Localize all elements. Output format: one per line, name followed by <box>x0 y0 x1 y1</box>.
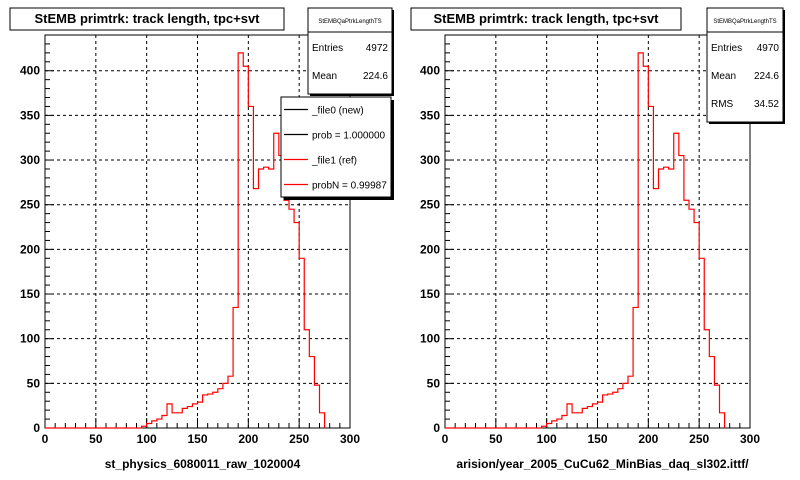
stats-name: StEMBQaPtrkLengthTS <box>713 19 776 25</box>
x-tick-label: 50 <box>89 432 103 446</box>
stats-label: Mean <box>312 71 337 82</box>
stats-value: 4970 <box>757 43 780 54</box>
stats-label: Entries <box>312 43 343 54</box>
stats-box <box>706 7 784 123</box>
x-tick-label: 150 <box>187 432 207 446</box>
y-tick-label: 250 <box>420 198 440 212</box>
left-histogram-panel: 0 50 100 150 200 250 300 0 50 100 150 200 250 300 350 4… <box>9 7 394 471</box>
x-tick-label: 250 <box>689 432 709 446</box>
y-tick-label: 200 <box>20 242 40 256</box>
right-histogram-panel: 0 50 100 150 200 250 300 0 50 100 150 200 250 300 350 4… <box>410 7 785 471</box>
y-tick-label: 350 <box>420 108 440 122</box>
y-tick-label: 0 <box>33 421 40 435</box>
x-tick-label: 100 <box>137 432 157 446</box>
x-tick-label: 0 <box>442 432 449 446</box>
x-tick-label: 150 <box>587 432 607 446</box>
legend-entry-label: _file0 (new) <box>311 106 364 117</box>
x-tick-label: 300 <box>740 432 760 446</box>
y-tick-label: 400 <box>20 64 40 78</box>
legend-entry-label: prob = 1.000000 <box>312 131 386 142</box>
y-tick-label: 350 <box>20 108 40 122</box>
y-tick-label: 100 <box>420 332 440 346</box>
x-tick-label: 50 <box>489 432 503 446</box>
y-tick-label: 300 <box>20 153 40 167</box>
x-tick-label: 0 <box>42 432 49 446</box>
legend-box <box>280 96 392 198</box>
y-tick-label: 250 <box>20 198 40 212</box>
plot-frame <box>44 34 351 429</box>
stats-box <box>307 7 393 95</box>
x-tick-label: 300 <box>340 432 360 446</box>
stats-label: Entries <box>711 43 742 54</box>
y-tick-label: 200 <box>420 242 440 256</box>
title-box <box>410 7 682 31</box>
title-box <box>9 7 285 31</box>
legend-entry-label: _file1 (ref) <box>311 156 357 167</box>
stats-label: Mean <box>711 71 736 82</box>
x-axis-label: arision/year_2005_CuCu62_MinBias_daq_sl3… <box>456 457 749 471</box>
stats-value: 224.6 <box>754 71 779 82</box>
stats-value: 34.52 <box>754 99 779 110</box>
stats-value: 4972 <box>366 43 389 54</box>
y-tick-label: 300 <box>420 153 440 167</box>
y-tick-label: 150 <box>420 287 440 301</box>
histogram-series-line <box>445 52 726 429</box>
y-tick-label: 100 <box>20 332 40 346</box>
stats-value: 224.6 <box>363 71 388 82</box>
x-axis-label: st_physics_6080011_raw_1020004 <box>105 457 301 471</box>
legend-entry-label: probN = 0.99987 <box>312 181 387 192</box>
y-tick-label: 50 <box>427 376 441 390</box>
y-tick-label: 50 <box>27 376 41 390</box>
plot-frame <box>444 34 751 429</box>
x-tick-label: 100 <box>537 432 557 446</box>
histogram-series-line <box>45 52 326 429</box>
y-tick-label: 400 <box>420 64 440 78</box>
y-tick-label: 0 <box>433 421 440 435</box>
stats-name: StEMBQaPtrkLengthTS <box>318 19 381 25</box>
chart-title: StEMB primtrk: track length, tpc+svt <box>433 11 659 26</box>
stats-label: RMS <box>711 99 734 110</box>
x-tick-label: 200 <box>238 432 258 446</box>
chart-title: StEMB primtrk: track length, tpc+svt <box>34 11 260 26</box>
x-tick-label: 250 <box>289 432 309 446</box>
y-tick-label: 150 <box>20 287 40 301</box>
x-tick-label: 200 <box>638 432 658 446</box>
